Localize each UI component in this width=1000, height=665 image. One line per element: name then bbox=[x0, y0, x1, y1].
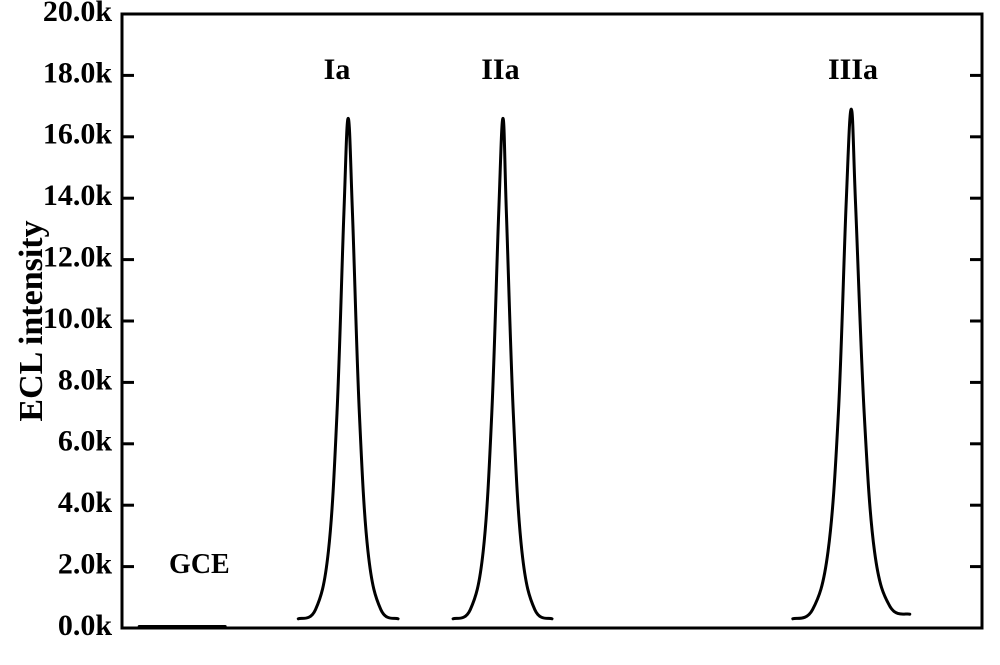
y-tick-label: 4.0k bbox=[58, 486, 113, 519]
y-tick-label: 6.0k bbox=[58, 425, 113, 458]
chart-svg: 0.0k 2.0k 4.0k 6.0k 8.0k 10.0k 12.0k 14.0k 16.0k… bbox=[0, 0, 1000, 665]
y-tick-label: 2.0k bbox=[58, 547, 113, 580]
chart-bg bbox=[0, 0, 1000, 665]
ecl-chart: 0.0k 2.0k 4.0k 6.0k 8.0k 10.0k 12.0k 14.0k 16.0k… bbox=[0, 0, 1000, 665]
series-label-IIIa: IIIa bbox=[828, 53, 878, 86]
y-axis-title: ECL intensity bbox=[13, 220, 50, 421]
series-label-GCE: GCE bbox=[169, 549, 230, 580]
y-tick-label: 12.0k bbox=[43, 240, 113, 273]
y-tick-label: 16.0k bbox=[43, 118, 113, 151]
series-label-Ia: Ia bbox=[324, 53, 351, 86]
y-tick-label: 8.0k bbox=[58, 363, 113, 396]
y-tick-label: 14.0k bbox=[43, 179, 113, 212]
y-tick-label: 0.0k bbox=[58, 609, 113, 642]
y-tick-label: 20.0k bbox=[43, 0, 113, 28]
series-label-IIa: IIa bbox=[481, 53, 519, 86]
y-tick-label: 18.0k bbox=[43, 56, 113, 89]
y-tick-label: 10.0k bbox=[43, 302, 113, 335]
